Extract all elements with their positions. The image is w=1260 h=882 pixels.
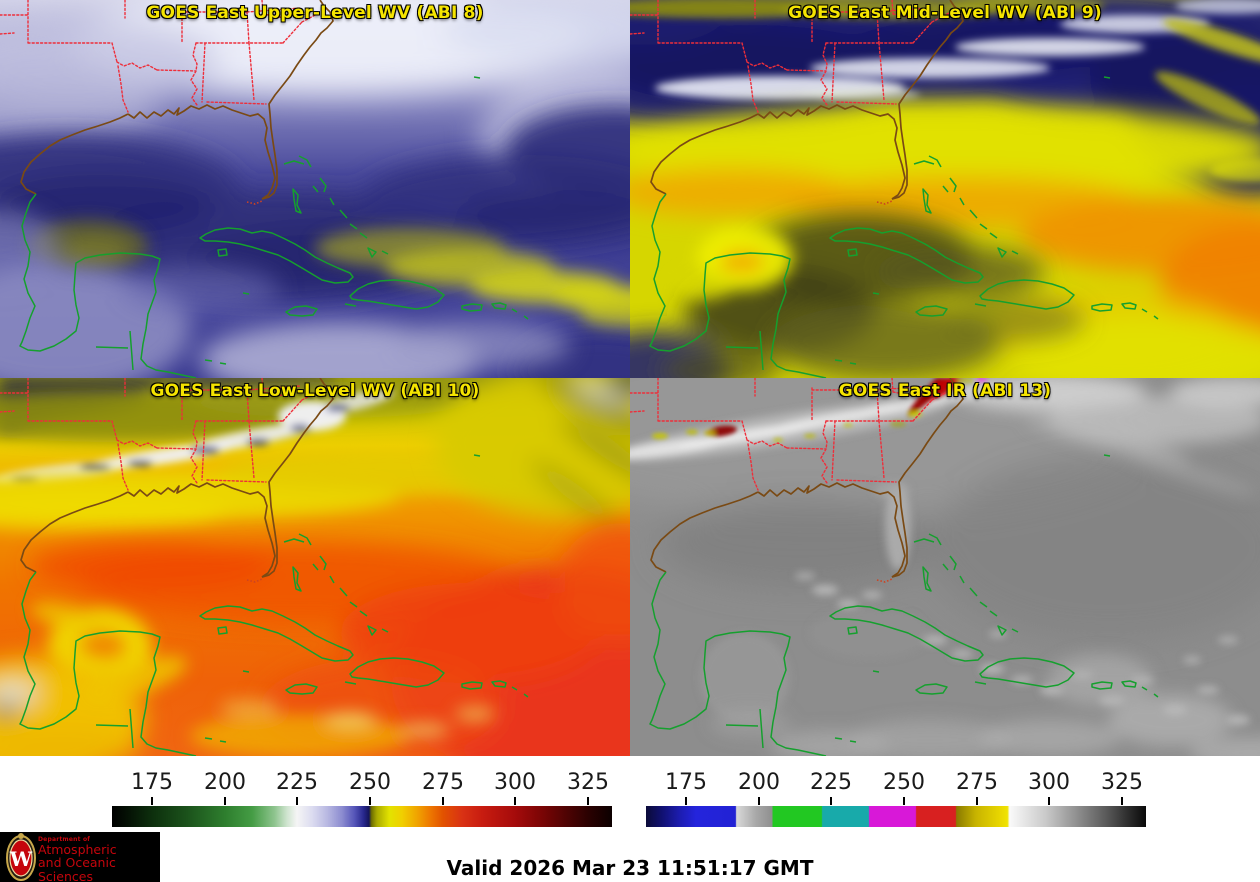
logo-text: Department of Atmospheric and Oceanic Sc…: [38, 836, 160, 882]
ir-tick-mark: [830, 797, 832, 805]
ir-tick-mark: [1048, 797, 1050, 805]
logo-line2: and Oceanic Sciences: [38, 855, 116, 882]
wv-tick-mark: [442, 797, 444, 805]
panel-abi9-mid-level-wv: GOES East Mid-Level WV (ABI 9): [630, 0, 1260, 378]
olive-band: [0, 378, 570, 442]
ir-tick-label: 225: [810, 770, 852, 795]
wv-tick-label: 175: [131, 770, 173, 795]
ir-tick-mark: [976, 797, 978, 805]
uw-crest-icon: W: [6, 833, 36, 881]
warm-streaks-yellow: [28, 220, 630, 327]
moist-plume-orange: [630, 105, 1260, 378]
wv-colorbar-gradient: [112, 806, 612, 827]
ir-shading: [630, 378, 1260, 643]
dry-band-dark: [0, 105, 630, 378]
ir-tick-label: 200: [738, 770, 780, 795]
panel-abi13-ir: GOES East IR (ABI 13): [630, 378, 1260, 756]
ir-colorbar-gradient: [646, 806, 1146, 827]
ir-tick-mark: [685, 797, 687, 805]
wv-tick-label: 325: [567, 770, 609, 795]
logo-line1: Atmospheric: [38, 842, 117, 858]
ne-yellow-region: [435, 378, 630, 527]
bottom-cloud-patches: [710, 654, 1260, 756]
squall-line-ir: [630, 384, 1000, 461]
wv-tick-mark: [514, 797, 516, 805]
ir-tick-label: 175: [665, 770, 707, 795]
svg-text:W: W: [9, 847, 33, 871]
bottom-flecks: [190, 699, 495, 756]
panel-abi10-low-level-wv: GOES East Low-Level WV (ABI 10): [0, 378, 630, 756]
uw-aos-logo[interactable]: W Department of Atmospheric and Oceanic …: [0, 832, 160, 882]
wv-colorbar: 175 200 225 250 275 300 325: [112, 758, 612, 828]
wv-tick-label: 250: [349, 770, 391, 795]
jet-cirrus-white: [655, 0, 1260, 102]
wv-tick-label: 225: [276, 770, 318, 795]
ir-tick-label: 250: [883, 770, 925, 795]
cloud-field-light: [0, 0, 630, 210]
wv-tick-mark: [296, 797, 298, 805]
ir-tick-label: 300: [1028, 770, 1070, 795]
ir-tick-mark: [1121, 797, 1123, 805]
enhanced-cold-tops: [652, 378, 988, 442]
ir-tick-label: 275: [956, 770, 998, 795]
ne-cirrus: [955, 378, 1260, 496]
ir-tick-label: 325: [1101, 770, 1143, 795]
wv-tick-mark: [587, 797, 589, 805]
wv-tick-mark: [224, 797, 226, 805]
wv-tick-label: 300: [494, 770, 536, 795]
wv-tick-label: 275: [422, 770, 464, 795]
wv-tick-mark: [369, 797, 371, 805]
sw-yellow-area: [0, 656, 145, 756]
ir-tick-mark: [903, 797, 905, 805]
wv-tick-label: 200: [204, 770, 246, 795]
ir-tick-mark: [758, 797, 760, 805]
wv-tick-mark: [151, 797, 153, 805]
ir-colorbar: 175 200 225 250 275 300 325: [646, 758, 1146, 828]
land-bright: [700, 482, 930, 723]
olive-top-streaks: [630, 0, 1105, 19]
footer: W Department of Atmospheric and Oceanic …: [0, 832, 1260, 882]
panel-abi8-upper-level-wv: GOES East Upper-Level WV (ABI 8): [0, 0, 630, 378]
logo-dept-line: Department of: [38, 836, 91, 843]
valid-timestamp: Valid 2026 Mar 23 11:51:17 GMT: [446, 856, 814, 880]
